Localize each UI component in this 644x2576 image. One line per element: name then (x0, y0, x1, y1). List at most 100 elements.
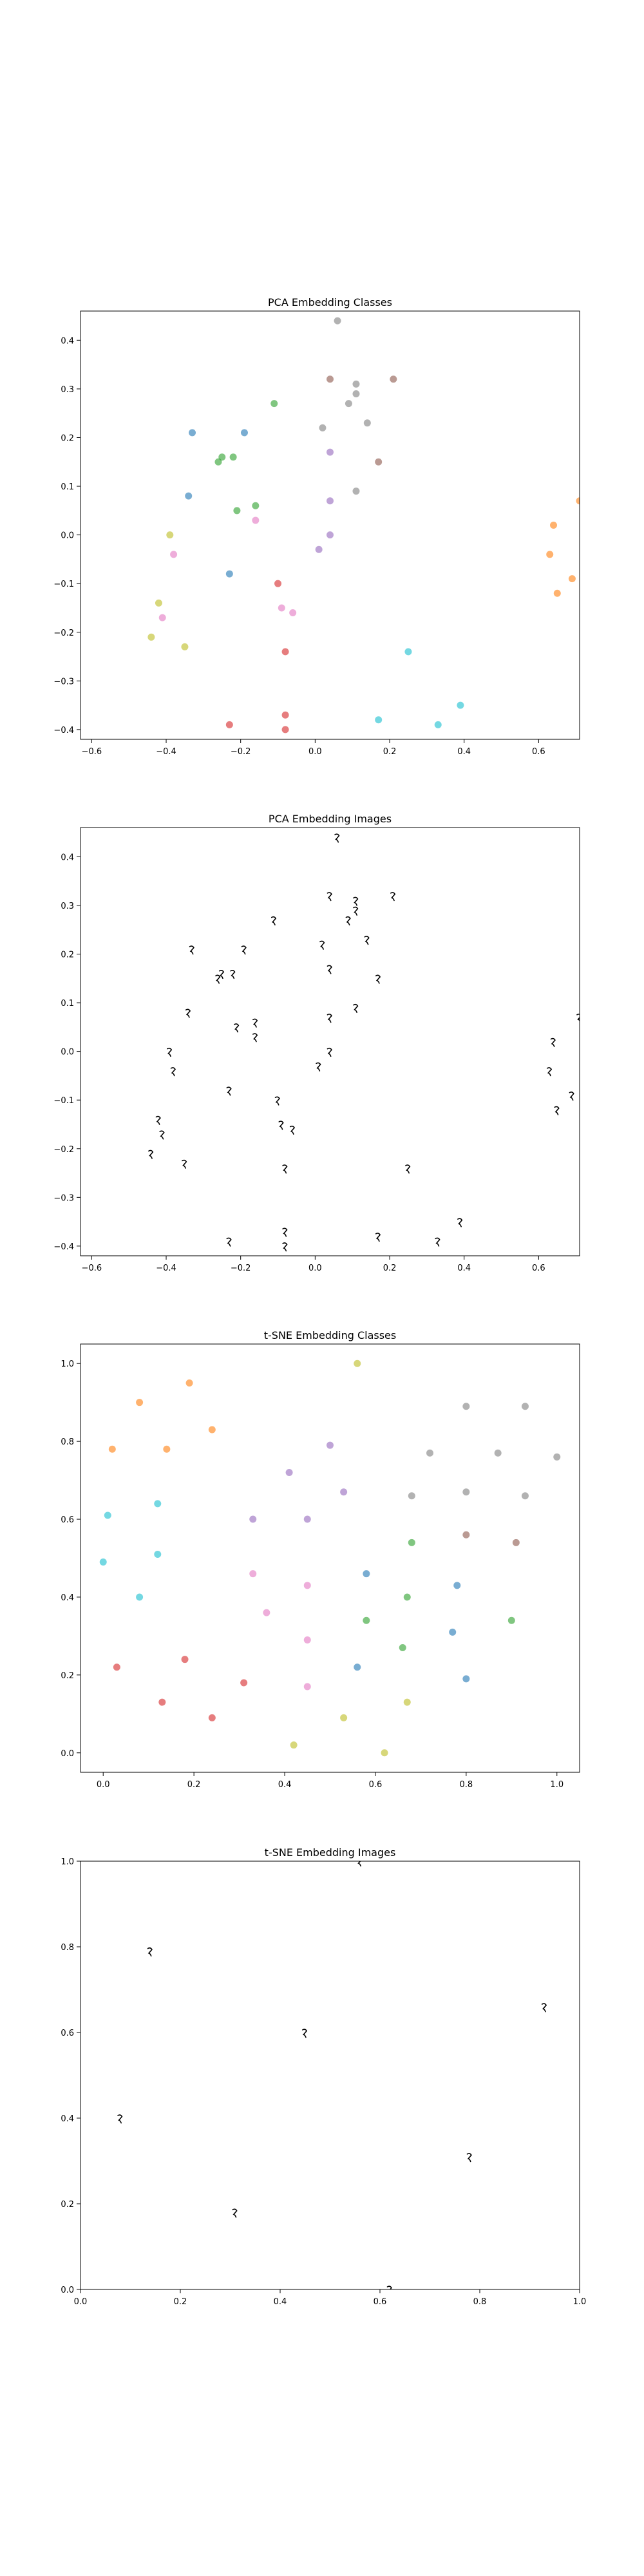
digit-image-mark (353, 896, 359, 906)
digit-image-mark (301, 2029, 308, 2038)
digit-image-mark (218, 970, 225, 980)
y-tick-label: 0.8 (61, 1437, 74, 1447)
y-tick-label: 0.3 (61, 385, 74, 395)
tsne-images-panel: t-SNE Embedding Images 0.0 0.2 0.4 0.6 0.8 1.… (61, 1846, 586, 2307)
scatter-point (462, 1531, 470, 1539)
scatter-point (303, 1515, 311, 1523)
scatter-point (352, 488, 360, 495)
scatter-point (390, 375, 397, 383)
digit-image-mark (327, 965, 332, 974)
axes-frame (80, 827, 580, 1256)
digit-image-mark (117, 2114, 123, 2124)
digit-image-mark (327, 1047, 332, 1057)
scatter-point (163, 1445, 171, 1453)
scatter-point (345, 400, 352, 408)
digit-image-mark (170, 1067, 176, 1077)
y-tick-label: 0.2 (61, 2200, 74, 2210)
digit-image-mark (334, 833, 340, 843)
digit-image-mark (357, 1861, 361, 1867)
y-tick-label: 0.0 (61, 531, 74, 541)
x-tick-label: 0.2 (383, 1264, 397, 1273)
y-tick-label: 1.0 (61, 1359, 74, 1369)
scatter-point (327, 1441, 334, 1449)
digit-image-mark (457, 1218, 463, 1227)
x-tick-label: 0.2 (174, 2297, 187, 2307)
tsne-classes-panel: t-SNE Embedding Classes 0.0 0.2 0.4 0.6 0.8 1… (61, 1329, 580, 1790)
x-tick-label: 1.0 (550, 1780, 564, 1790)
x-tick-label: 0.6 (532, 1264, 545, 1273)
scatter-point (208, 1714, 216, 1721)
y-tick-label: 0.0 (61, 1749, 74, 1759)
scatter-point (553, 589, 561, 597)
scatter-point (170, 551, 178, 558)
x-tick-label: 0.0 (308, 747, 322, 757)
scatter-point (315, 545, 323, 553)
digit-image-mark (345, 916, 351, 925)
pca-images-panel: PCA Embedding Images −0.6 −0.4 −0.2 0.0 0.2 0… (53, 813, 580, 1273)
scatter-point (263, 1609, 270, 1616)
scatter-point (252, 502, 260, 509)
scatter-point (399, 1644, 406, 1652)
scatter-point (462, 1403, 470, 1410)
chart-title: t-SNE Embedding Images (265, 1846, 396, 1859)
scatter-point (568, 575, 576, 583)
y-tick-label: 0.3 (61, 902, 74, 911)
digit-image-mark (327, 1014, 332, 1023)
scatter-point (99, 1558, 107, 1566)
scatter-point (521, 1492, 529, 1500)
scatter-point (181, 1656, 189, 1663)
scatter-point (426, 1449, 433, 1457)
scatter-point (303, 1582, 311, 1589)
x-tick-label: −0.2 (231, 747, 251, 757)
marks-layer (117, 1861, 547, 2289)
scatter-point (327, 531, 334, 539)
scatter-point (158, 614, 166, 621)
x-tick-label: 0.6 (532, 747, 545, 757)
scatter-point (218, 453, 226, 461)
x-tick-label: −0.4 (156, 747, 176, 757)
chart-title: PCA Embedding Images (269, 813, 392, 825)
scatter-point (225, 570, 233, 578)
scatter-point (229, 453, 237, 461)
scatter-point (354, 1663, 361, 1671)
digit-image-mark (550, 1037, 556, 1047)
y-tick-label: 0.1 (61, 482, 74, 492)
x-tick-label: 0.2 (383, 747, 397, 757)
digit-image-mark (278, 1121, 284, 1130)
x-tick-label: 0.6 (369, 1780, 383, 1790)
scatter-point (404, 648, 412, 656)
digit-image-mark (185, 1009, 191, 1018)
y-tick-label: −0.3 (53, 677, 74, 687)
digit-image-mark (274, 1096, 280, 1106)
digit-image-mark (226, 1237, 232, 1247)
marks-layer (99, 1359, 561, 1757)
y-tick-label: −0.3 (53, 1193, 74, 1203)
scatter-point (363, 1570, 370, 1578)
x-tick-label: 0.8 (460, 1780, 473, 1790)
scatter-point (278, 604, 285, 612)
digit-image-mark (546, 1067, 553, 1077)
x-tick-label: −0.6 (82, 1264, 102, 1273)
scatter-point (340, 1714, 348, 1721)
x-tick-label: 0.0 (308, 1264, 322, 1273)
scatter-point (512, 1539, 520, 1546)
y-tick-label: 0.0 (61, 1048, 74, 1057)
scatter-point (550, 522, 558, 529)
chart-title: t-SNE Embedding Classes (264, 1329, 396, 1341)
y-tick-label: 0.1 (61, 999, 74, 1009)
digit-image-mark (353, 1003, 359, 1013)
digit-image-mark (234, 1023, 240, 1033)
scatter-point (327, 448, 334, 456)
scatter-point (457, 701, 464, 709)
x-tick-label: 0.4 (274, 2297, 287, 2307)
digit-image-mark (270, 916, 277, 925)
digit-image-mark (435, 1258, 439, 1266)
digit-image-mark (167, 1047, 173, 1057)
scatter-point (319, 424, 327, 431)
scatter-point (113, 1663, 120, 1671)
axes-frame (80, 1861, 580, 2290)
marks-layer (147, 317, 580, 734)
scatter-point (375, 458, 383, 466)
scatter-point (576, 497, 580, 505)
